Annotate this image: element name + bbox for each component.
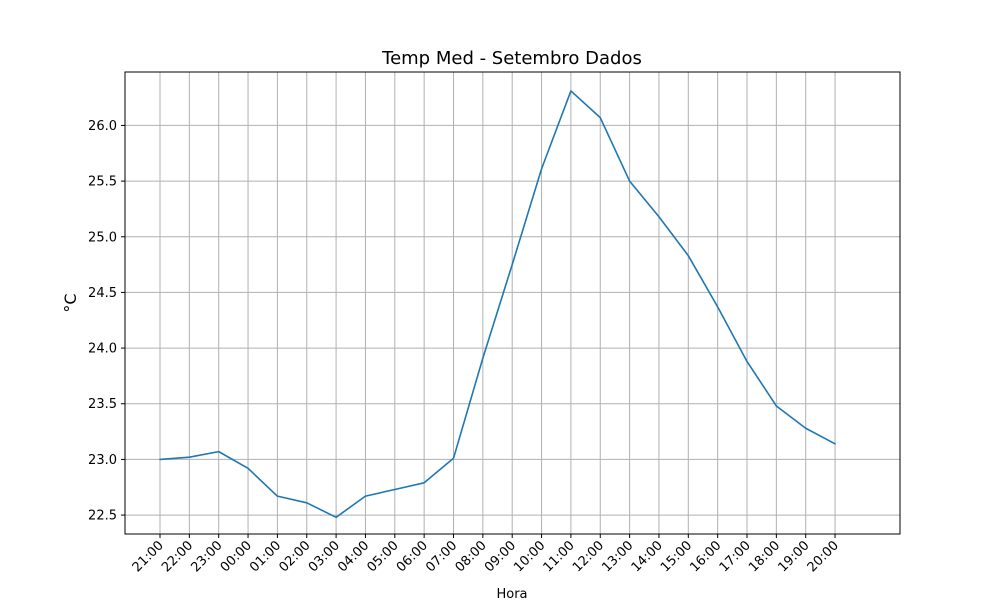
y-axis: 22.5 23.0 23.5 24.0 24.5 25.0 25.5 26.0 — [88, 119, 125, 524]
y-tick-label: 23.5 — [88, 397, 117, 412]
y-tick-label: 22.5 — [88, 509, 117, 524]
grid-layer — [125, 72, 900, 534]
y-tick-label: 26.0 — [88, 119, 117, 134]
y-tick-label: 25.5 — [88, 175, 117, 190]
x-axis-label: Hora — [496, 587, 527, 600]
series-layer — [159, 90, 836, 519]
series-line — [159, 90, 836, 519]
y-tick-label: 25.0 — [88, 230, 117, 245]
y-axis-label: °C — [61, 293, 80, 312]
y-tick-label: 23.0 — [88, 453, 117, 468]
y-tick-label: 24.5 — [88, 286, 117, 301]
chart-title: Temp Med - Setembro Dados — [381, 48, 642, 69]
y-tick-label: 24.0 — [88, 342, 117, 357]
